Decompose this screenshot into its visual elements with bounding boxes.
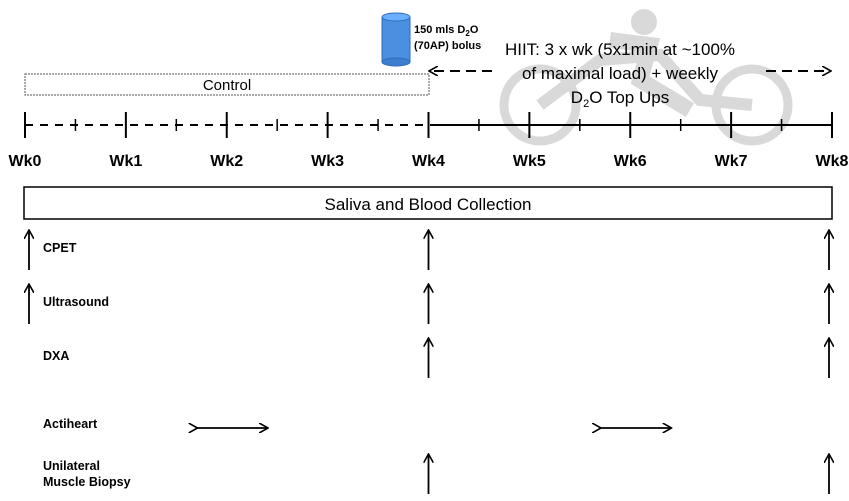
d2o-bolus-cup-icon <box>381 12 411 67</box>
bolus-label-line1: 150 mls D2O <box>414 24 479 38</box>
measure-label: DXA <box>43 349 69 363</box>
week-label: Wk0 <box>9 153 42 170</box>
week-label: Wk2 <box>210 153 243 170</box>
saliva-blood-collection-box <box>23 186 833 220</box>
measurement-rows: CPET Ultrasound DXA Actiheart Unilateral Musc… <box>29 231 829 494</box>
measure-label: Ultrasound <box>43 295 109 309</box>
hiit-description-line3: D2O Top Ups <box>571 88 669 110</box>
measure-label: Unilateral <box>43 459 100 473</box>
week-label: Wk3 <box>311 153 344 170</box>
measure-label: Actiheart <box>43 417 98 431</box>
week-label: Wk1 <box>109 153 142 170</box>
week-label: Wk6 <box>614 153 647 170</box>
control-period-box <box>24 73 430 96</box>
week-label: Wk5 <box>513 153 546 170</box>
week-labels: Wk0 Wk1 Wk2 Wk3 Wk4 Wk5 Wk6 Wk7 Wk8 <box>9 153 849 170</box>
week-label: Wk8 <box>816 153 849 170</box>
bolus-label-line2: (70AP) bolus <box>414 40 481 52</box>
measure-label: CPET <box>43 241 77 255</box>
hiit-description-line1: HIIT: 3 x wk (5x1min at ~100% <box>505 40 735 59</box>
measure-label: Muscle Biopsy <box>43 475 131 489</box>
cyclist-icon <box>499 9 793 146</box>
control-label: Control <box>203 77 251 94</box>
week-label: Wk4 <box>412 153 445 170</box>
week-label: Wk7 <box>715 153 748 170</box>
hiit-description-line2: of maximal load) + weekly <box>522 64 719 83</box>
timeline-ticks <box>24 112 833 138</box>
saliva-blood-collection-label: Saliva and Blood Collection <box>325 195 532 214</box>
